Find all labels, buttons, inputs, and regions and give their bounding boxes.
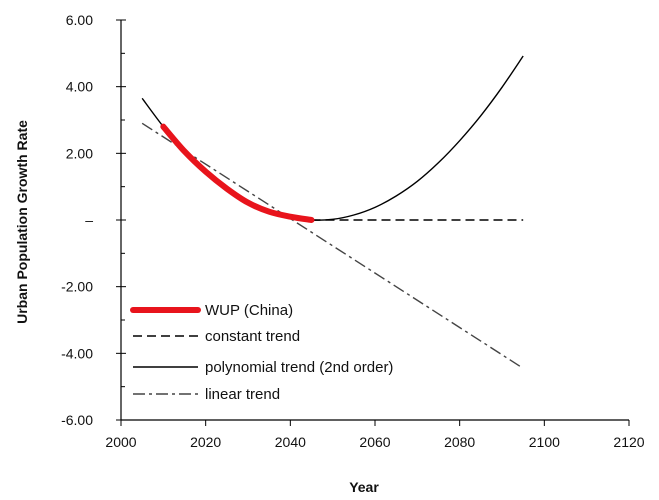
y-tick-label: 2.00 [66, 145, 93, 161]
y-axis-title: Urban Population Growth Rate [14, 120, 30, 324]
x-axis-title: Year [349, 479, 379, 495]
series-line-linear-trend [141, 122, 524, 369]
x-tick-label: 2060 [359, 434, 390, 450]
y-tick-label: – [85, 212, 93, 228]
x-tick-label: 2100 [529, 434, 560, 450]
x-tick-label: 2120 [613, 434, 644, 450]
series-layer [141, 55, 524, 369]
series-line-polynomial-trend-2nd-order [141, 55, 524, 221]
axes: 6.00 4.00 2.00 – -2.00 -4.00 -6.00 2000 2020 2040… [61, 12, 645, 450]
y-tick-label: 6.00 [66, 12, 93, 28]
series-line-wup-china [160, 123, 315, 223]
x-tick-label: 2020 [190, 434, 221, 450]
legend-label: WUP (China) [205, 302, 293, 319]
legend: WUP (China) constant trend polynomial tren… [130, 302, 393, 403]
x-tick-label: 2040 [275, 434, 306, 450]
legend-label: polynomial trend (2nd order) [205, 359, 393, 376]
y-tick-label: -6.00 [61, 412, 93, 428]
legend-label: constant trend [205, 328, 300, 345]
x-tick-label: 2080 [444, 434, 475, 450]
x-tick-label: 2000 [105, 434, 136, 450]
y-tick-label: -2.00 [61, 279, 93, 295]
y-tick-label: 4.00 [66, 79, 93, 95]
y-tick-label: -4.00 [61, 345, 93, 361]
legend-label: linear trend [205, 386, 280, 403]
